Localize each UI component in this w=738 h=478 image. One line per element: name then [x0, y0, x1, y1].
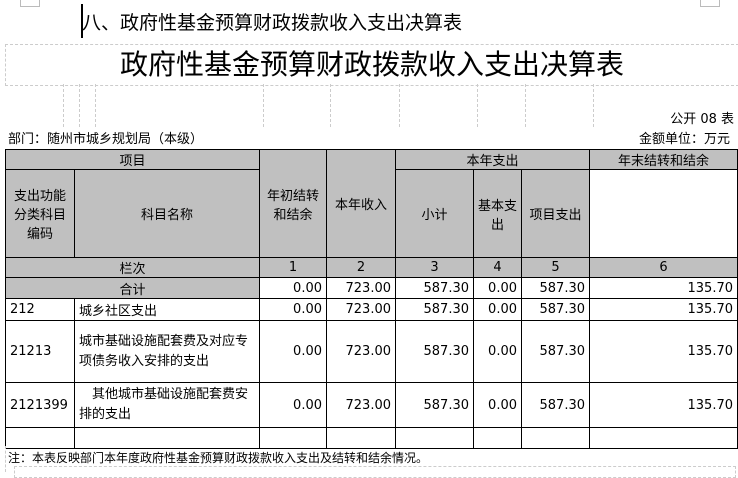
- grid-line: [63, 84, 64, 127]
- department-label: 部门：随州市城乡规划局（本级）: [8, 132, 204, 147]
- cell: 587.30: [395, 298, 474, 321]
- header-item: 项目: [5, 149, 260, 170]
- text-cursor: [81, 4, 83, 38]
- table-row: 2121399 其他城市基础设施配套费安排的支出 0.00 723.00 587…: [5, 382, 738, 428]
- grid-line: [95, 84, 96, 127]
- grid-line: [263, 84, 264, 127]
- table-row: 212 城乡社区支出 0.00 723.00 587.30 0.00 587.3…: [5, 298, 738, 321]
- row-name: 城乡社区支出: [74, 298, 260, 321]
- cell: 723.00: [326, 382, 396, 428]
- row-name: 其他城市基础设施配套费安排的支出: [74, 382, 260, 428]
- header-code: 支出功能分类科目编码: [5, 169, 75, 258]
- cell: 0.00: [259, 298, 327, 321]
- page-corner-mark: [20, 0, 40, 7]
- row-code: 212: [5, 298, 75, 321]
- grid-line: [593, 84, 594, 127]
- cell: 723.00: [326, 320, 396, 383]
- cell: 135.70: [589, 382, 738, 428]
- cell: 135.70: [589, 277, 738, 299]
- cell: 135.70: [589, 298, 738, 321]
- header-income: 本年收入: [326, 149, 396, 258]
- col-num: 1: [259, 257, 327, 278]
- cell: 0.00: [259, 382, 327, 428]
- grid-line: [79, 84, 80, 127]
- col-num: 6: [589, 257, 738, 278]
- cell: 587.30: [395, 320, 474, 383]
- col-num: 4: [473, 257, 522, 278]
- cell: 135.70: [589, 320, 738, 383]
- budget-table: 项目 年初结转和结余 本年收入 本年支出 年末结转和结余 支出功能分类科目编码 …: [5, 149, 738, 449]
- cell: 587.30: [521, 298, 590, 321]
- cell: 0.00: [473, 320, 522, 383]
- table-title: 政府性基金预算财政拨款收入支出决算表: [5, 44, 738, 86]
- table-code: 公开 08 表: [670, 112, 734, 127]
- grid-line: [525, 84, 526, 127]
- unit-label: 金额单位：万元: [638, 132, 730, 147]
- grid-line: [14, 466, 736, 478]
- table-row: 21213 城市基础设施配套费及对应专项债务收入安排的支出 0.00 723.0…: [5, 320, 738, 383]
- total-label: 合计: [5, 277, 260, 299]
- cell: 0.00: [473, 298, 522, 321]
- header-project: 项目支出: [521, 169, 590, 258]
- col-num: 2: [326, 257, 396, 278]
- header-expense: 本年支出: [395, 149, 590, 170]
- grid-line: [399, 84, 400, 127]
- cell: 723.00: [326, 298, 396, 321]
- cell: 0.00: [473, 277, 522, 299]
- header-subtotal: 小计: [395, 169, 474, 258]
- header-end-balance: 年末结转和结余: [589, 149, 738, 170]
- cell: 587.30: [521, 277, 590, 299]
- cell: 587.30: [395, 382, 474, 428]
- total-row: 合计 0.00 723.00 587.30 0.00 587.30 135.70: [5, 277, 738, 299]
- cell: 0.00: [259, 277, 327, 299]
- grid-line: [5, 446, 7, 472]
- section-heading: 八、政府性基金预算财政拨款收入支出决算表: [82, 12, 463, 34]
- cell: 587.30: [521, 382, 590, 428]
- header-end-balance-blank: [589, 169, 738, 258]
- row-code: 21213: [5, 320, 75, 383]
- cell: 723.00: [326, 277, 396, 299]
- header-name: 科目名称: [74, 169, 260, 258]
- row-name: 城市基础设施配套费及对应专项债务收入安排的支出: [74, 320, 260, 383]
- page-corner-mark: [700, 0, 720, 7]
- col-index-label: 栏次: [5, 257, 260, 278]
- grid-line: [330, 84, 331, 127]
- cell: 587.30: [521, 320, 590, 383]
- col-num: 3: [395, 257, 474, 278]
- header-begin-balance: 年初结转和结余: [259, 149, 327, 258]
- col-num: 5: [521, 257, 590, 278]
- cell: 0.00: [473, 382, 522, 428]
- cell: 587.30: [395, 277, 474, 299]
- cell: 0.00: [259, 320, 327, 383]
- row-code: 2121399: [5, 382, 75, 428]
- empty-row: [5, 427, 738, 449]
- table-note: 注：本表反映部门本年度政府性基金预算财政拨款收入支出及结转和结余情况。: [8, 451, 429, 465]
- header-basic: 基本支出: [473, 169, 522, 258]
- grid-line: [477, 84, 478, 127]
